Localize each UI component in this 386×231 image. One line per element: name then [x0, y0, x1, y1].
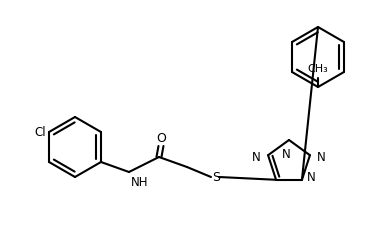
Text: S: S [212, 171, 220, 184]
Text: N: N [252, 150, 261, 163]
Text: CH₃: CH₃ [308, 64, 328, 74]
Text: N: N [317, 150, 326, 163]
Text: N: N [282, 147, 290, 160]
Text: NH: NH [131, 175, 149, 188]
Text: N: N [307, 170, 316, 183]
Text: Cl: Cl [34, 126, 46, 139]
Text: O: O [156, 132, 166, 145]
